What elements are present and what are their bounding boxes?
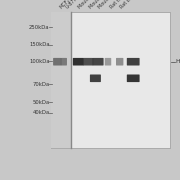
Bar bbox=[51, 12, 170, 148]
Text: Mouse heart: Mouse heart bbox=[98, 0, 123, 10]
Text: Rat brain: Rat brain bbox=[119, 0, 138, 10]
FancyBboxPatch shape bbox=[83, 58, 93, 66]
Text: Rat testis: Rat testis bbox=[109, 0, 129, 10]
Text: HK1: HK1 bbox=[175, 59, 180, 64]
Text: 50kDa: 50kDa bbox=[32, 100, 50, 105]
Text: U-87MG: U-87MG bbox=[64, 0, 82, 10]
Text: Mouse testis: Mouse testis bbox=[77, 0, 102, 10]
FancyBboxPatch shape bbox=[90, 75, 101, 82]
FancyBboxPatch shape bbox=[127, 75, 140, 82]
FancyBboxPatch shape bbox=[73, 58, 84, 66]
Text: Mouse brain: Mouse brain bbox=[88, 0, 113, 10]
Text: 70kDa: 70kDa bbox=[32, 82, 50, 87]
Bar bbox=[51, 12, 71, 148]
FancyBboxPatch shape bbox=[61, 58, 67, 66]
Text: 40kDa: 40kDa bbox=[32, 111, 50, 115]
Text: 250kDa: 250kDa bbox=[29, 25, 50, 30]
FancyBboxPatch shape bbox=[127, 58, 140, 66]
FancyBboxPatch shape bbox=[116, 58, 123, 66]
Text: 100kDa: 100kDa bbox=[29, 59, 50, 64]
FancyBboxPatch shape bbox=[105, 58, 111, 66]
Text: MCF7: MCF7 bbox=[59, 0, 72, 10]
FancyBboxPatch shape bbox=[53, 58, 61, 66]
Text: 150kDa: 150kDa bbox=[29, 42, 50, 48]
FancyBboxPatch shape bbox=[93, 58, 104, 66]
